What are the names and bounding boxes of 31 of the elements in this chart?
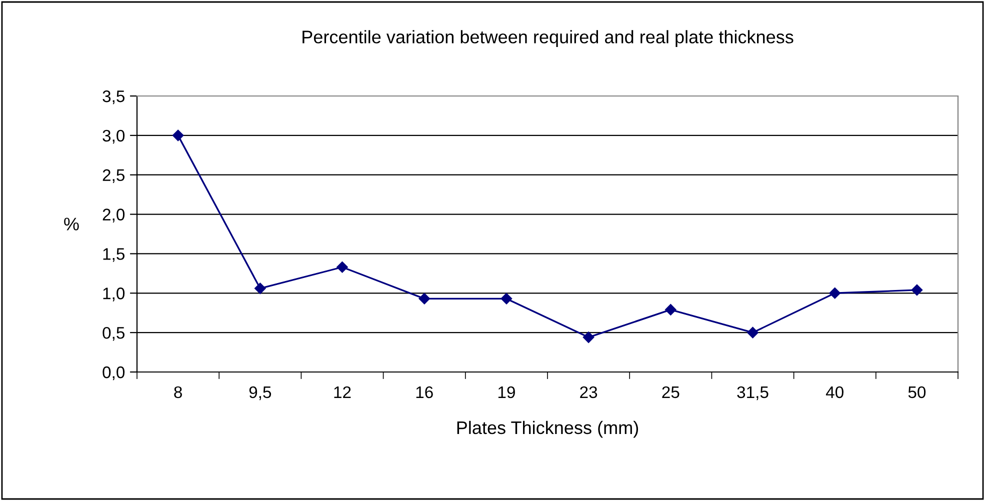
y-tick-label: 3,5 — [102, 90, 124, 104]
point — [582, 332, 594, 343]
x-tick-label: 8 — [174, 386, 182, 398]
point — [747, 326, 758, 338]
y-tick-label: 1,5 — [103, 248, 124, 262]
point — [829, 288, 840, 299]
x-tick-label: 16 — [416, 386, 433, 398]
x-tick-label: 23 — [580, 386, 598, 398]
x-tick-label: 25 — [662, 386, 680, 398]
y-tick-label: 2,0 — [102, 208, 125, 222]
x-tick-label: 31,5 — [737, 386, 768, 400]
point — [665, 304, 676, 316]
point — [911, 284, 923, 296]
point — [254, 282, 266, 294]
point — [336, 262, 348, 273]
y-tick-label: 1,0 — [103, 288, 125, 302]
x-tick-label: 19 — [498, 386, 515, 398]
point — [172, 130, 184, 142]
x-tick-label: 50 — [908, 386, 926, 398]
y-tick-label: 0,0 — [102, 366, 125, 380]
x-tick-label: 12 — [334, 386, 351, 398]
x-tick-label: 40 — [826, 386, 844, 398]
chart-title: Percentile variation between required and real plate thickness — [302, 30, 794, 47]
y-tick-label: 0,5 — [102, 326, 124, 341]
x-tick-label: 9,5 — [249, 386, 272, 400]
point — [500, 293, 512, 304]
y-axis-title: % — [64, 218, 79, 230]
y-tick-label: 3,0 — [102, 130, 125, 144]
y-tick-label: 2,5 — [102, 169, 124, 184]
x-axis-title: Plates Thickness (mm) — [457, 420, 638, 438]
point — [418, 293, 430, 304]
